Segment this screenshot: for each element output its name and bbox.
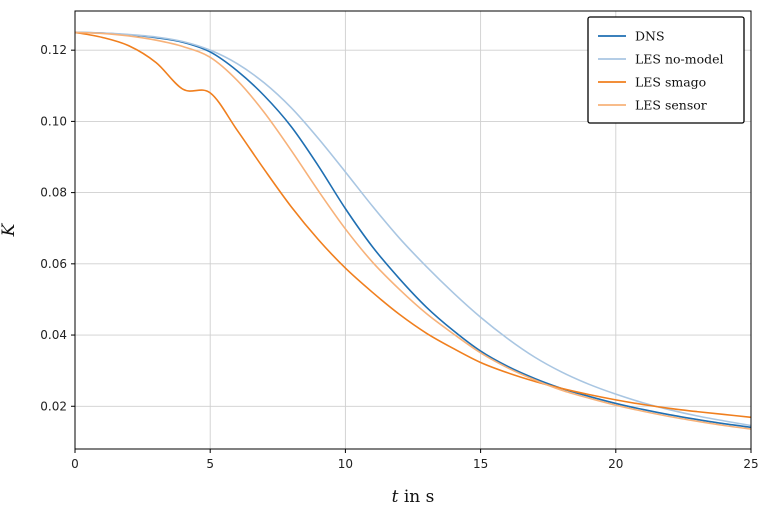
series-line-les-sensor [74, 31, 752, 430]
legend-label-les-sensor: LES sensor [635, 98, 707, 113]
plot-frame [74, 10, 752, 450]
legend-box [587, 16, 745, 124]
legend-label-dns: DNS [635, 29, 665, 44]
x-tick-label: 15 [473, 457, 488, 471]
series-line-les-smago [74, 31, 752, 419]
x-tick-label: 10 [338, 457, 353, 471]
y-axis-label: K [0, 222, 19, 237]
y-tick-label: 0.04 [40, 328, 67, 342]
series-line-les-no-model [74, 31, 752, 427]
x-tick-label: 20 [608, 457, 623, 471]
y-tick-label: 0.12 [40, 43, 67, 57]
x-axis-label-rest: in s [398, 487, 434, 507]
y-tick-label: 0.10 [40, 114, 67, 128]
x-axis-label: t in s [392, 487, 435, 507]
x-tick-label: 5 [206, 457, 214, 471]
legend-label-les-smago: LES smago [635, 75, 706, 90]
legend: DNS LES no-model LES smago LES sensor [587, 16, 745, 124]
x-tick-label: 25 [743, 457, 758, 471]
legend-label-les-no-model: LES no-model [635, 52, 724, 67]
x-tick-label: 0 [71, 457, 79, 471]
y-tick-label: 0.08 [40, 186, 67, 200]
x-axis-label-var: t [392, 487, 399, 507]
series-lines [74, 31, 752, 430]
axis-ticks: 0 5 10 15 20 25 0.02 0.04 0.06 0.08 0.10 0.12 [40, 43, 758, 471]
y-tick-label: 0.06 [40, 257, 67, 271]
y-tick-label: 0.02 [40, 399, 67, 413]
